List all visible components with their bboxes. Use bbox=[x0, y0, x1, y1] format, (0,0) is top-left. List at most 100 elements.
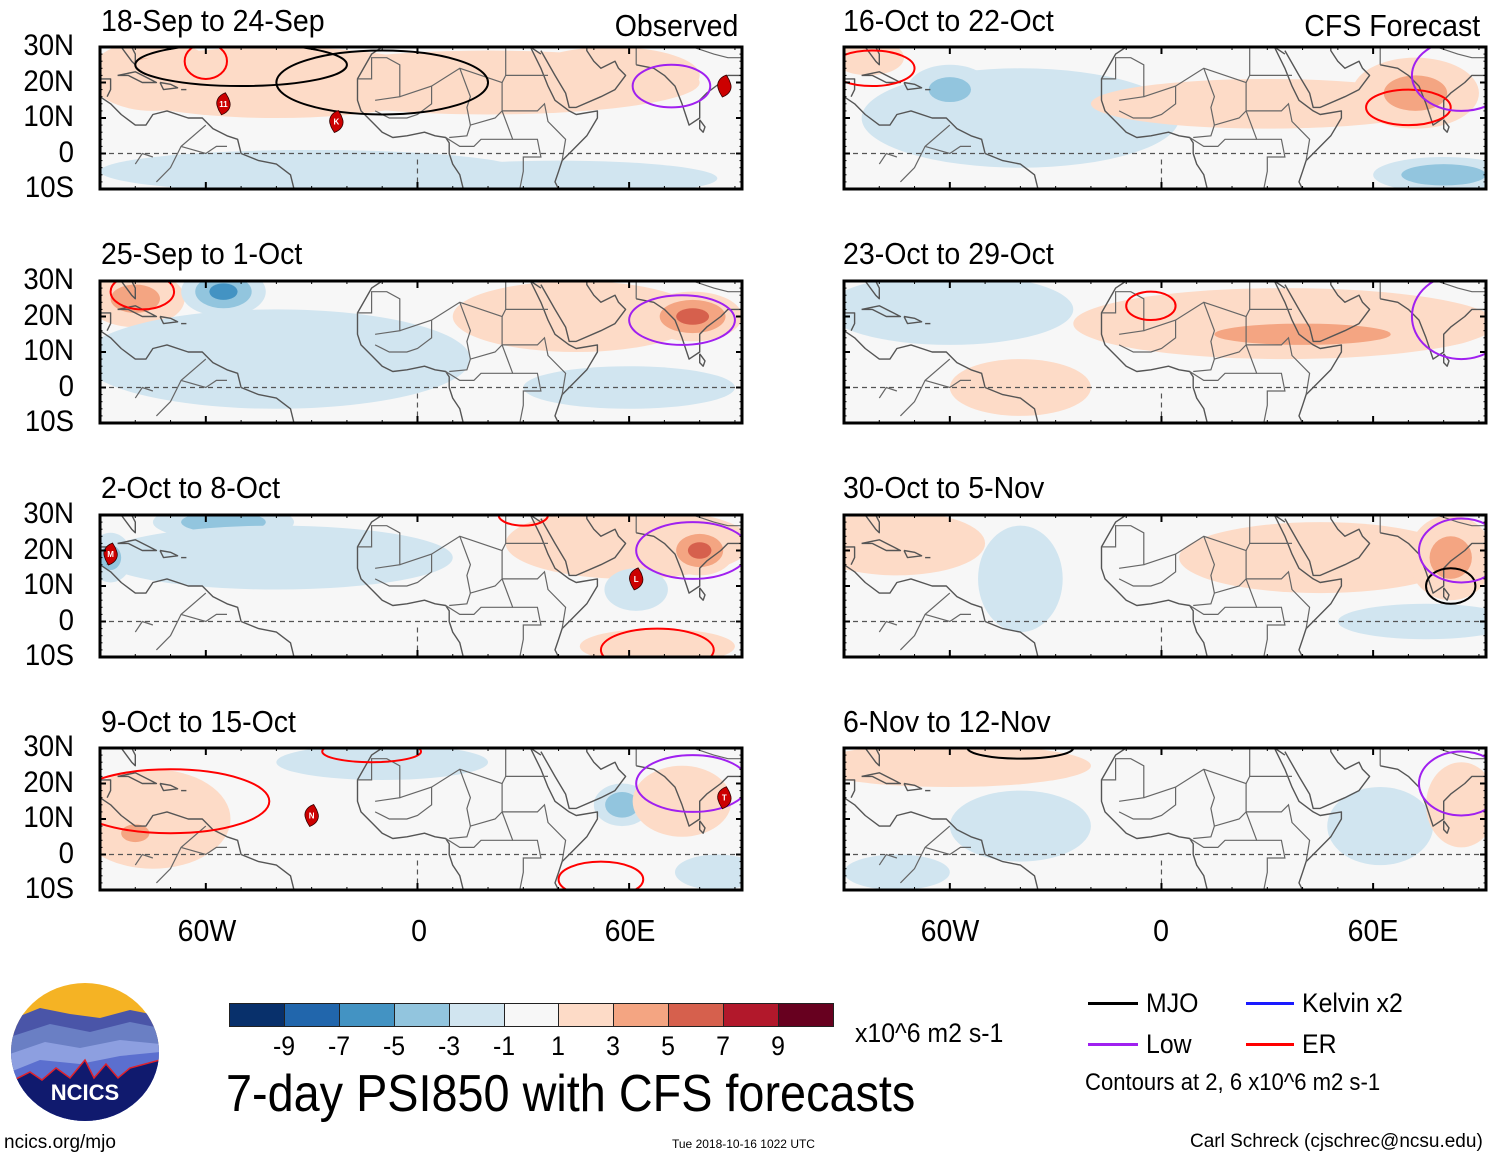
country-border bbox=[501, 344, 542, 423]
country-border bbox=[459, 769, 472, 827]
storm-label: N bbox=[309, 811, 315, 820]
author-credit: Carl Schreck (cjschrec@ncsu.edu) bbox=[1190, 1131, 1483, 1152]
coastline bbox=[844, 797, 1039, 890]
country-border bbox=[1379, 515, 1395, 533]
contour-er bbox=[183, 47, 228, 80]
coastline bbox=[540, 281, 627, 343]
coastline bbox=[1380, 532, 1486, 594]
country-border bbox=[180, 613, 227, 623]
country-border bbox=[445, 837, 513, 848]
country-border bbox=[899, 124, 951, 183]
ncics-logo[interactable]: NCICS bbox=[10, 982, 160, 1122]
anomaly-shading bbox=[523, 366, 735, 409]
country-border bbox=[1203, 769, 1216, 827]
anomaly-shading bbox=[978, 525, 1063, 633]
coastline bbox=[100, 312, 112, 332]
tropical-cyclone-icon: N bbox=[304, 803, 319, 827]
lat-label: 0 bbox=[58, 603, 74, 637]
colorbar-swatch bbox=[668, 1003, 725, 1027]
coastline bbox=[159, 315, 179, 325]
anomaly-shading bbox=[121, 824, 150, 843]
lon-label-0-right: 0 bbox=[1153, 913, 1169, 948]
country-border bbox=[374, 787, 433, 820]
coastline bbox=[117, 539, 158, 552]
coastline bbox=[903, 549, 923, 559]
country-border bbox=[878, 386, 898, 399]
coastline bbox=[1273, 748, 1343, 890]
country-border bbox=[1379, 748, 1395, 766]
country-border bbox=[1118, 320, 1177, 353]
coastline bbox=[117, 772, 158, 785]
country-border bbox=[878, 853, 898, 866]
coastline bbox=[1100, 281, 1208, 423]
map-svg bbox=[842, 746, 1488, 892]
anomaly-shading bbox=[100, 309, 471, 409]
coastline bbox=[356, 515, 464, 657]
anomaly-shading bbox=[674, 854, 742, 890]
colorbar-tick-label: 9 bbox=[771, 1031, 785, 1061]
lat-label: 30N bbox=[23, 497, 74, 530]
contour-mjo bbox=[966, 748, 1075, 760]
country-border bbox=[1379, 281, 1395, 299]
panel-title-5: 16-Oct to 22-Oct bbox=[843, 3, 1054, 38]
panel-title-3: 2-Oct to 8-Oct bbox=[101, 470, 281, 505]
coastline bbox=[100, 779, 112, 799]
country-border bbox=[1189, 370, 1257, 381]
country-border bbox=[878, 152, 898, 165]
colorbar-swatch bbox=[393, 1003, 450, 1027]
anomaly-shading bbox=[844, 281, 1074, 345]
map-panel-6 bbox=[842, 279, 1488, 425]
tropical-cyclone-icon: 11 bbox=[216, 92, 231, 116]
coastline bbox=[636, 532, 742, 594]
colorbar-swatch bbox=[503, 1003, 560, 1027]
storm-label: T bbox=[722, 794, 727, 803]
coastline bbox=[1443, 587, 1450, 601]
coastline bbox=[1284, 281, 1371, 343]
coastline bbox=[1443, 119, 1450, 133]
anomaly-shading bbox=[844, 47, 904, 76]
coastline bbox=[100, 281, 136, 300]
tropical-cyclone-icon: K bbox=[329, 110, 344, 134]
coastline bbox=[1100, 515, 1208, 657]
coastline bbox=[100, 78, 112, 98]
contour-er bbox=[599, 627, 715, 657]
lon-label-60w-left: 60W bbox=[177, 913, 237, 948]
colorbar-tick-label: 1 bbox=[551, 1031, 566, 1061]
coastline bbox=[1284, 515, 1371, 577]
cfs-forecast-tag: CFS Forecast bbox=[1304, 8, 1480, 43]
coastline bbox=[100, 330, 295, 423]
coastline bbox=[1380, 298, 1486, 360]
coastline bbox=[100, 47, 136, 66]
anomaly-shading bbox=[604, 568, 668, 611]
country-border bbox=[502, 570, 567, 629]
map-panel-5 bbox=[842, 45, 1488, 191]
country-border bbox=[357, 525, 401, 569]
country-border bbox=[134, 152, 154, 165]
logo-text: NCICS bbox=[51, 1080, 119, 1105]
panel-title-8: 6-Nov to 12-Nov bbox=[843, 704, 1051, 739]
tropical-cyclone-icon: M bbox=[103, 542, 118, 566]
country-border bbox=[502, 336, 567, 395]
map-svg bbox=[98, 279, 744, 425]
colorbar-tick-label: 7 bbox=[716, 1031, 731, 1061]
coastline bbox=[117, 305, 158, 318]
lat-label: 30N bbox=[23, 29, 74, 62]
country-border bbox=[691, 748, 742, 760]
colorbar-tick-label: -5 bbox=[382, 1031, 405, 1061]
coastline bbox=[1273, 47, 1343, 189]
lat-label: 0 bbox=[58, 836, 74, 870]
tropical-cyclone-icon bbox=[717, 74, 732, 98]
country-border bbox=[155, 358, 207, 417]
country-border bbox=[374, 86, 433, 119]
coastline bbox=[844, 564, 1039, 657]
map-svg: NT bbox=[98, 746, 744, 892]
country-border bbox=[899, 358, 951, 417]
lat-label: 30N bbox=[23, 263, 74, 296]
timestamp: Tue 2018-10-16 1022 UTC bbox=[672, 1137, 815, 1151]
source-link[interactable]: ncics.org/mjo bbox=[4, 1132, 116, 1153]
coastline bbox=[1100, 748, 1208, 890]
country-border bbox=[1245, 811, 1286, 890]
coastline bbox=[100, 515, 136, 534]
country-border bbox=[1203, 68, 1216, 126]
